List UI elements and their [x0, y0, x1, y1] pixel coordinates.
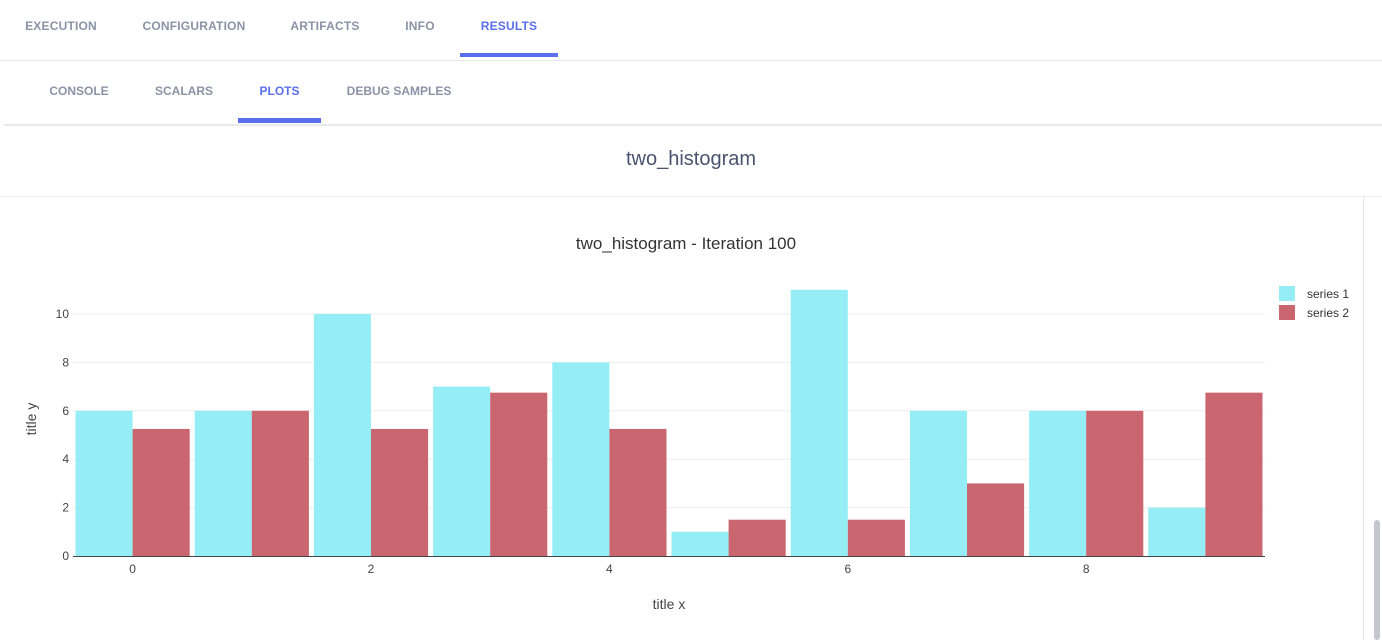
x-axis-title: title x: [653, 596, 686, 612]
histogram-chart: 0 2 4 6 8 10 0 2 4 6 8 two_histogram - Iteration …: [23, 234, 1349, 612]
tab-results[interactable]: RESULTS: [460, 0, 558, 57]
bar-series-2-x-4: [609, 428, 667, 556]
bar-series-1-x-3: [433, 386, 491, 556]
bar-series-1-x-2: [313, 314, 371, 556]
legend-label-series-2: series 2: [1307, 306, 1349, 320]
x-tick-label-6: 6: [844, 562, 851, 576]
subtab-debug-samples[interactable]: DEBUG SAMPLES: [346, 84, 452, 98]
legend-label-series-1: series 1: [1307, 287, 1349, 301]
tab-info[interactable]: INFO: [405, 19, 435, 33]
bar-series-1-x-1: [194, 410, 252, 556]
x-tick-label-4: 4: [606, 562, 613, 576]
bar-series-2-x-9: [1205, 392, 1263, 556]
y-tick-label-4: 4: [62, 452, 69, 466]
bar-series-1-x-4: [552, 362, 610, 556]
bar-series-2-x-1: [251, 410, 309, 556]
main-tabs: EXECUTION CONFIGURATION ARTIFACTS INFO R…: [0, 0, 1382, 61]
tab-configuration[interactable]: CONFIGURATION: [142, 19, 246, 33]
x-tick-label-0: 0: [129, 562, 136, 576]
bar-series-2-x-0: [132, 428, 190, 556]
plot-group-title: two_histogram: [625, 148, 757, 170]
x-tick-label-8: 8: [1083, 562, 1090, 576]
y-tick-label-8: 8: [62, 355, 69, 369]
scrollbar-thumb[interactable]: [1374, 520, 1380, 640]
y-ticks: 0 2 4 6 8 10: [56, 307, 70, 563]
scroll-track: [1363, 197, 1364, 640]
bar-series-1-x-5: [671, 531, 729, 556]
tab-artifacts[interactable]: ARTIFACTS: [290, 19, 360, 33]
sub-tabs: CONSOLE SCALARS PLOTS DEBUG SAMPLES: [4, 60, 1382, 126]
bar-series-2-x-6: [847, 519, 905, 556]
subtab-console[interactable]: CONSOLE: [49, 84, 109, 98]
bars: [75, 289, 1263, 556]
y-axis-title: title y: [23, 403, 39, 436]
bar-series-2-x-2: [371, 428, 429, 556]
x-tick-label-2: 2: [368, 562, 375, 576]
bar-series-2-x-5: [728, 519, 786, 556]
bar-series-1-x-9: [1148, 507, 1206, 556]
legend-swatch-series-2: [1279, 305, 1295, 320]
tab-execution[interactable]: EXECUTION: [25, 19, 97, 33]
subtab-plots[interactable]: PLOTS: [238, 60, 321, 123]
legend-swatch-series-1: [1279, 286, 1295, 301]
bar-series-2-x-3: [490, 392, 548, 556]
bar-series-1-x-7: [909, 410, 967, 556]
y-tick-label-0: 0: [62, 549, 69, 563]
bar-series-1-x-6: [790, 289, 848, 556]
bar-series-2-x-7: [967, 483, 1025, 556]
y-tick-label-2: 2: [62, 501, 69, 515]
legend: series 1 series 2: [1279, 286, 1349, 320]
bar-series-1-x-0: [75, 410, 133, 556]
bar-series-1-x-8: [1029, 410, 1087, 556]
chart-title: two_histogram - Iteration 100: [576, 234, 796, 253]
bar-series-2-x-8: [1086, 410, 1144, 556]
y-tick-label-10: 10: [56, 307, 70, 321]
subtab-scalars[interactable]: SCALARS: [154, 84, 213, 98]
plot-header: two_histogram: [0, 126, 1382, 197]
x-ticks: 0 2 4 6 8: [129, 562, 1090, 576]
y-tick-label-6: 6: [62, 404, 69, 418]
